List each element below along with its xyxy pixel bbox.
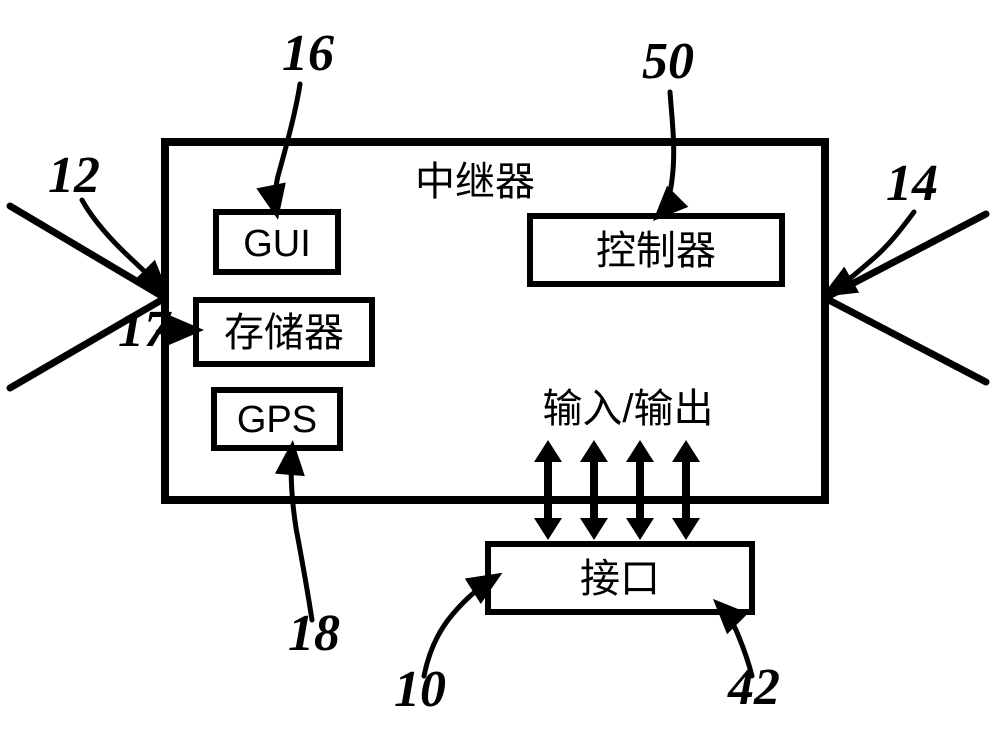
interface-label: 接口 — [580, 557, 660, 601]
ref-17: 17 — [118, 301, 172, 358]
gui-label: GUI — [243, 223, 311, 265]
ref-14: 14 — [886, 155, 938, 212]
ref-42: 42 — [727, 659, 780, 716]
ref-12: 12 — [48, 147, 100, 204]
ref-16: 16 — [282, 25, 334, 82]
ref-50: 50 — [642, 33, 694, 90]
controller-label: 控制器 — [596, 229, 716, 273]
repeater-title: 中继器 — [415, 160, 535, 204]
ref-18: 18 — [288, 605, 340, 662]
io-label: 输入/输出 — [542, 387, 713, 431]
ref-10: 10 — [394, 661, 446, 718]
memory-label: 存储器 — [224, 311, 344, 355]
gps-label: GPS — [237, 399, 317, 441]
